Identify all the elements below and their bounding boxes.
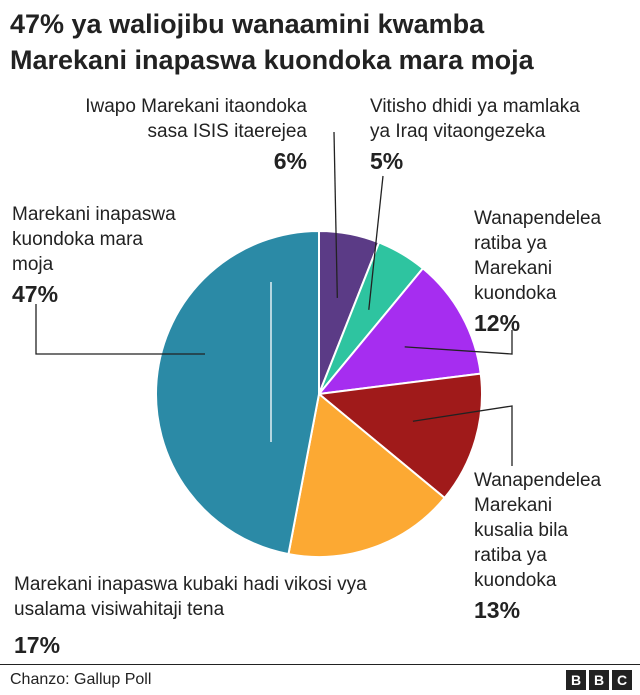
slice-leave-immediately xyxy=(155,229,320,556)
label-stay-until-security-value: 17% xyxy=(14,632,61,658)
label-iraq-threats-text: Vitisho dhidi ya mamlaka ya Iraq vitaong… xyxy=(370,96,580,142)
label-stay-no-schedule: Wanapendelea Marekani kusalia bila ratib… xyxy=(474,468,601,625)
label-stay-until-security-text: Marekani inapaswa kubaki hadi vikosi vya… xyxy=(14,574,367,620)
bbc-logo-letter-1: B xyxy=(566,670,586,690)
label-withdrawal-schedule: Wanapendelea ratiba ya Marekani kuondoka… xyxy=(474,206,601,338)
bbc-logo-letter-2: B xyxy=(589,670,609,690)
chart-title: 47% ya waliojibu wanaamini kwamba Mareka… xyxy=(10,6,630,78)
label-withdrawal-schedule-value: 12% xyxy=(474,310,521,336)
label-isis-returns-value: 6% xyxy=(273,148,307,174)
label-leave-immediately-value: 47% xyxy=(12,281,59,307)
label-leave-immediately-text: Marekani inapaswa kuondoka mara moja xyxy=(12,204,176,275)
slice-stay-until-security xyxy=(287,392,447,558)
leader-leave-immediately xyxy=(35,304,205,355)
label-stay-no-schedule-value: 13% xyxy=(474,597,521,623)
leader-stay-no-schedule xyxy=(412,405,513,466)
title-line-2: Marekani inapaswa kuondoka mara moja xyxy=(10,45,534,75)
leader-withdrawal-schedule xyxy=(404,330,513,355)
leader-iraq-threats xyxy=(368,175,384,310)
label-isis-returns: Iwapo Marekani itaondoka sasa ISIS itaer… xyxy=(85,94,307,176)
bbc-logo-letter-3: C xyxy=(612,670,632,690)
bbc-logo: B B C xyxy=(566,670,632,690)
label-stay-until-security: Marekani inapaswa kubaki hadi vikosi vya… xyxy=(14,572,367,660)
footer-divider xyxy=(0,664,640,665)
label-withdrawal-schedule-text: Wanapendelea ratiba ya Marekani kuondoka xyxy=(474,208,602,304)
label-isis-returns-text: Iwapo Marekani itaondoka sasa ISIS itaer… xyxy=(85,96,307,142)
title-line-1: 47% ya waliojibu wanaamini kwamba xyxy=(10,9,485,39)
source-note: Chanzo: Gallup Poll xyxy=(10,671,152,688)
leader-isis-returns xyxy=(333,131,338,298)
pie-chart xyxy=(35,131,513,558)
label-leave-immediately: Marekani inapaswa kuondoka mara moja 47% xyxy=(12,202,176,309)
label-iraq-threats-value: 5% xyxy=(370,148,404,174)
slice-withdrawal-schedule xyxy=(316,266,482,396)
label-stay-no-schedule-text: Wanapendelea Marekani kusalia bila ratib… xyxy=(474,470,602,591)
label-iraq-threats: Vitisho dhidi ya mamlaka ya Iraq vitaong… xyxy=(370,94,580,176)
slice-stay-no-schedule xyxy=(316,372,483,500)
